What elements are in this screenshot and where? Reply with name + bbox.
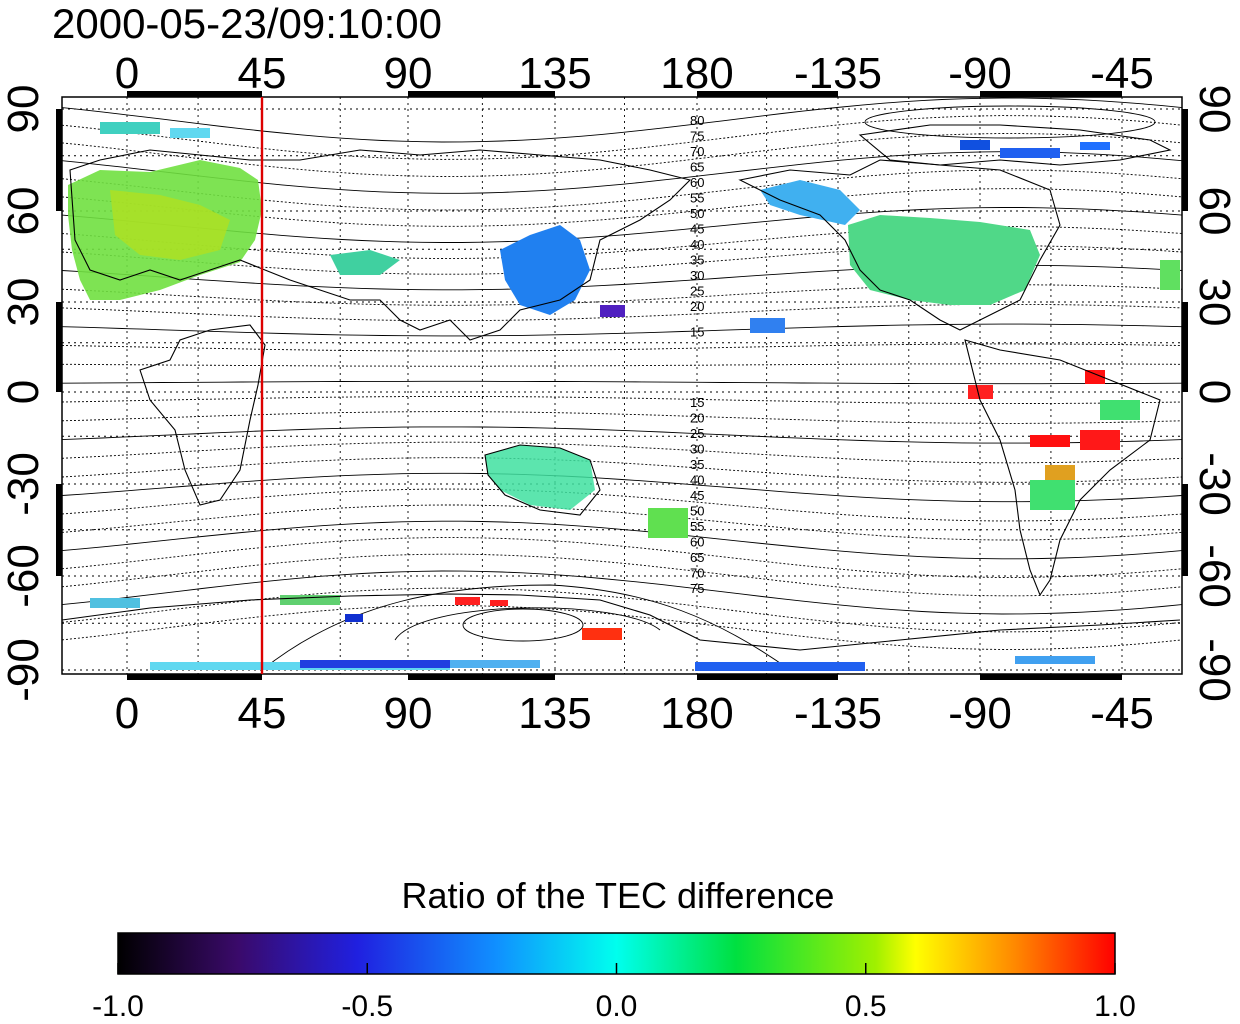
top-lon-label: 45 <box>238 49 287 98</box>
contour-labels: 8075706560555045403530252015152025303540… <box>690 113 704 596</box>
right-lat-label: 60 <box>1190 187 1239 236</box>
south-contour-label: 60 <box>690 535 704 550</box>
bottom-lon-label: 45 <box>238 689 287 738</box>
north-contour-label: 20 <box>690 299 704 314</box>
left-lat-label: -90 <box>0 638 48 702</box>
colorbar-tick-label: -0.5 <box>341 990 393 1023</box>
bottom-lon-label: 0 <box>115 689 139 738</box>
bottom-lon-label: -90 <box>948 689 1012 738</box>
north-contour-label: 40 <box>690 237 704 252</box>
colorbar-ticks: -1.0 -0.5 0.0 0.5 1.0 <box>92 963 1136 1023</box>
south-contour-label: 35 <box>690 457 704 472</box>
north-contour-label: 15 <box>690 325 704 340</box>
right-lat-label: -30 <box>1190 452 1239 516</box>
south-contour-label: 15 <box>690 395 704 410</box>
south-contour-label: 20 <box>690 411 704 426</box>
south-contour-label: 45 <box>690 488 704 503</box>
north-contour-label: 60 <box>690 175 704 190</box>
right-latitude-labels: 90 60 30 0 -30 -60 -90 <box>1190 85 1239 702</box>
bottom-lon-label: -45 <box>1090 689 1154 738</box>
colorbar-tick-label: 0.5 <box>845 990 887 1023</box>
right-lat-label: -60 <box>1190 544 1239 608</box>
colorbar-tick-label: -1.0 <box>92 990 144 1023</box>
south-contour-label: 50 <box>690 504 704 519</box>
south-contour-label: 25 <box>690 426 704 441</box>
south-contour-label: 75 <box>690 581 704 596</box>
left-lat-label: -30 <box>0 452 48 516</box>
top-lon-label: -45 <box>1090 49 1154 98</box>
top-lon-label: 0 <box>115 49 139 98</box>
top-lon-label: -135 <box>794 49 882 98</box>
left-lat-label: 30 <box>0 278 48 327</box>
north-contour-label: 50 <box>690 206 704 221</box>
top-lon-label: 90 <box>384 49 433 98</box>
left-lat-label: 90 <box>0 85 48 134</box>
top-lon-label: 135 <box>518 49 591 98</box>
right-lat-label: 90 <box>1190 85 1239 134</box>
north-contour-label: 65 <box>690 160 704 175</box>
bottom-lon-label: 180 <box>660 689 733 738</box>
north-contour-label: 55 <box>690 191 704 206</box>
coastlines <box>62 124 1181 651</box>
timestamp-title: 2000-05-23/09:10:00 <box>52 0 442 47</box>
south-contour-label: 30 <box>690 442 704 457</box>
north-contour-label: 35 <box>690 253 704 268</box>
left-latitude-labels: 90 60 30 0 -30 -60 -90 <box>0 85 48 702</box>
bottom-lon-label: 135 <box>518 689 591 738</box>
left-lat-label: -60 <box>0 544 48 608</box>
south-contour-label: 70 <box>690 566 704 581</box>
south-contour-label: 65 <box>690 550 704 565</box>
axis-tick-bars <box>56 91 1188 680</box>
north-contour-label: 80 <box>690 113 704 128</box>
north-contour-label: 75 <box>690 129 704 144</box>
north-contour-label: 70 <box>690 144 704 159</box>
bottom-longitude-labels: 0 45 90 135 180 -135 -90 -45 <box>115 689 1154 738</box>
south-contour-label: 40 <box>690 473 704 488</box>
bottom-lon-label: -135 <box>794 689 882 738</box>
tec-ratio-patches <box>68 122 1180 671</box>
north-contour-label: 30 <box>690 268 704 283</box>
left-lat-label: 60 <box>0 187 48 236</box>
right-lat-label: 0 <box>1190 380 1239 404</box>
south-contour-label: 55 <box>690 519 704 534</box>
top-lon-label: -90 <box>948 49 1012 98</box>
colorbar-title: Ratio of the TEC difference <box>402 875 835 916</box>
right-lat-label: -90 <box>1190 638 1239 702</box>
right-lat-label: 30 <box>1190 278 1239 327</box>
top-longitude-labels: 0 45 90 135 180 -135 -90 -45 <box>115 49 1154 98</box>
north-contour-label: 25 <box>690 284 704 299</box>
north-contour-label: 45 <box>690 222 704 237</box>
top-lon-label: 180 <box>660 49 733 98</box>
bottom-lon-label: 90 <box>384 689 433 738</box>
colorbar-tick-label: 0.0 <box>596 990 638 1023</box>
left-lat-label: 0 <box>0 380 48 404</box>
colorbar-tick-label: 1.0 <box>1094 990 1136 1023</box>
